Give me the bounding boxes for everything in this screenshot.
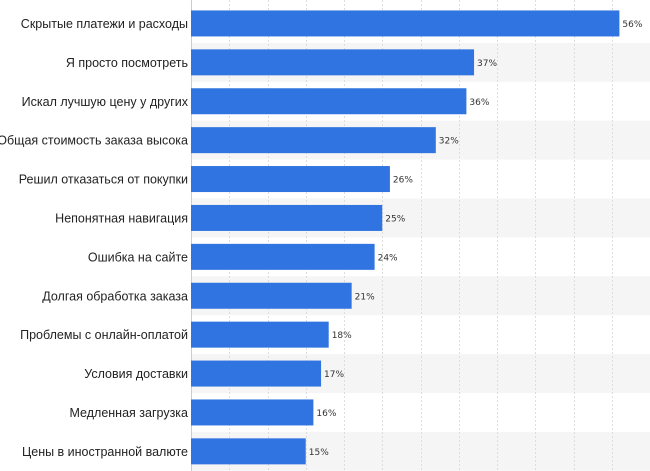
value-label: 18% — [332, 331, 352, 341]
bar — [191, 166, 390, 193]
category-label: Ошибка на сайте — [88, 250, 188, 264]
value-label: 17% — [324, 370, 344, 380]
category-label: Медленная загрузка — [70, 406, 189, 420]
value-label: 32% — [439, 137, 459, 147]
bar — [191, 49, 475, 76]
value-label: 37% — [477, 59, 497, 69]
bar — [191, 321, 329, 348]
bar — [191, 360, 322, 387]
bar — [191, 243, 375, 270]
category-label: Скрытые платежи и расходы — [21, 17, 188, 31]
category-labels: Скрытые платежи и расходы Я просто посмот… — [0, 17, 189, 459]
value-label: 36% — [469, 98, 489, 108]
gridlines — [191, 0, 613, 471]
value-label: 24% — [378, 253, 398, 263]
value-label: 25% — [385, 214, 405, 224]
bar — [191, 127, 436, 154]
bar — [191, 88, 467, 115]
bar — [191, 399, 314, 426]
value-labels: 56% 37% 36% 32% 26% 25% 24% 21% 18% 17% 16% 15% — [309, 20, 643, 458]
category-label: Искал лучшую цену у других — [22, 95, 189, 109]
value-label: 15% — [309, 448, 329, 458]
bar — [191, 438, 306, 465]
value-label: 16% — [316, 409, 336, 419]
category-label: Цены в иностранной валюте — [22, 445, 188, 459]
bar — [191, 204, 383, 231]
category-label: Общая стоимость заказа высока — [0, 134, 188, 148]
value-label: 56% — [622, 20, 642, 30]
bar — [191, 282, 352, 309]
category-label: Проблемы с онлайн-оплатой — [20, 328, 188, 342]
category-label: Долгая обработка заказа — [42, 289, 188, 303]
category-label: Условия доставки — [84, 367, 188, 381]
category-label: Решил отказаться от покупки — [19, 173, 188, 187]
category-label: Я просто посмотреть — [66, 56, 188, 70]
value-label: 26% — [393, 176, 413, 186]
category-label: Непонятная навигация — [55, 211, 188, 225]
bars — [191, 10, 620, 465]
bar — [191, 10, 620, 37]
value-label: 21% — [355, 292, 375, 302]
